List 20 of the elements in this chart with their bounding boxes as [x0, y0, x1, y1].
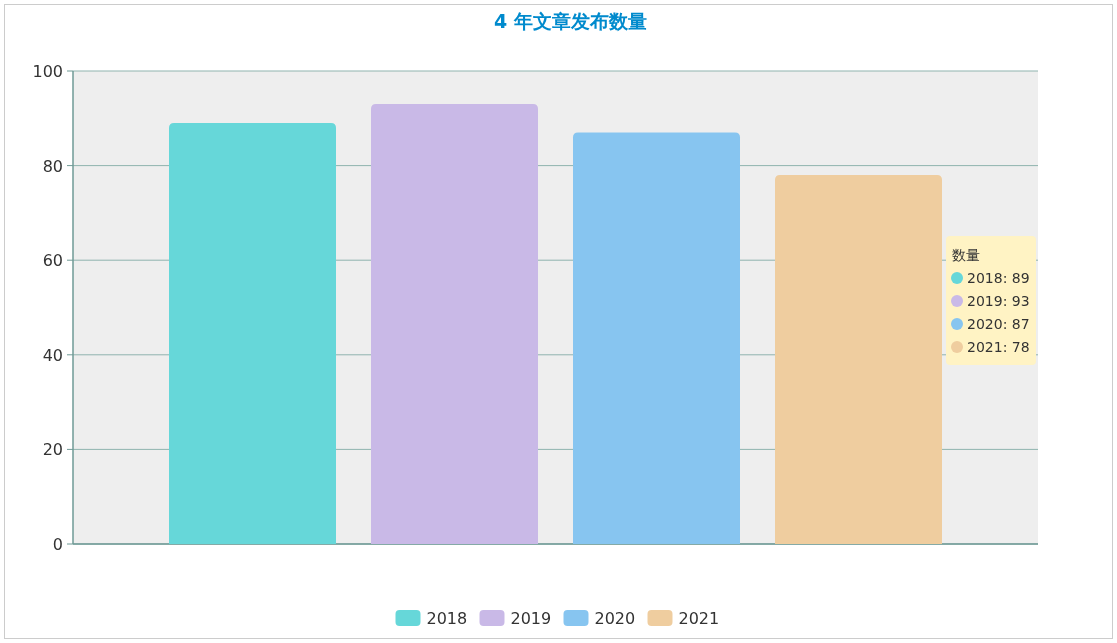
legend-label: 2018: [426, 609, 468, 628]
legend-label: 2020: [594, 609, 636, 628]
annotation: 数量: [952, 247, 980, 263]
legend-label: 2019: [510, 609, 552, 628]
bar: [775, 175, 942, 544]
chart-title: 4 年文章发布数量: [494, 10, 647, 32]
bar: [573, 132, 740, 544]
bar: [169, 123, 336, 544]
y-tick-label: 80: [42, 156, 63, 176]
bar: [371, 104, 538, 544]
annotation: 2020: 87: [967, 316, 1030, 332]
y-tick-label: 60: [42, 251, 63, 271]
annotation: 2018: 89: [967, 270, 1030, 286]
y-tick-label: 20: [42, 440, 63, 460]
y-tick-label: 100: [32, 62, 63, 81]
legend-label: 2021: [678, 609, 720, 628]
y-tick-label: 0: [52, 535, 63, 554]
y-tick-label: 40: [42, 345, 63, 365]
annotation: 2021: 78: [967, 339, 1030, 355]
annotation: 2019: 93: [967, 293, 1030, 309]
